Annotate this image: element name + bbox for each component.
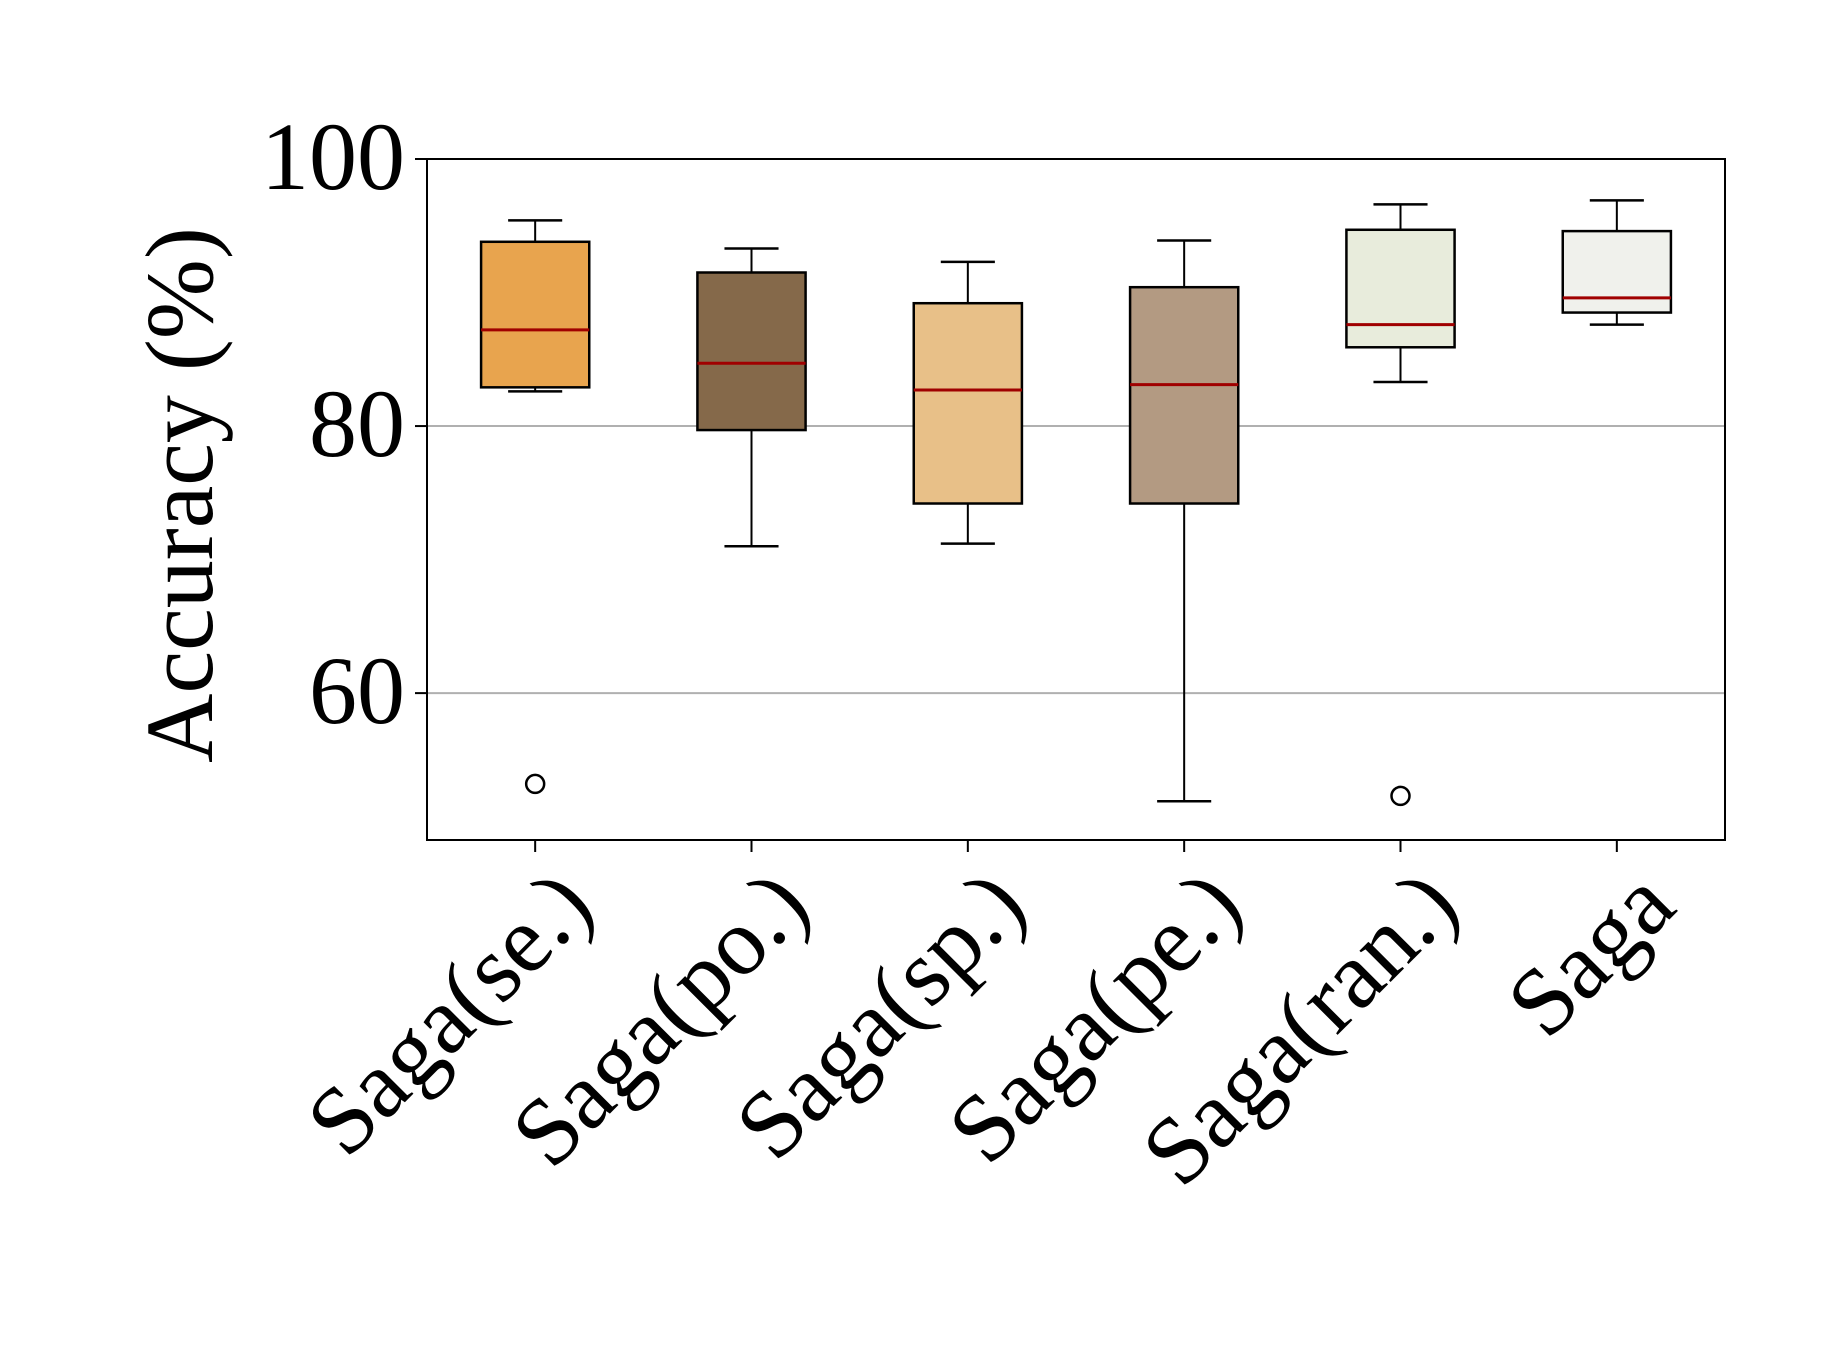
box-6: [1561, 199, 1673, 326]
box-iqr: [1561, 229, 1673, 314]
box-4: [1128, 239, 1240, 803]
box-3: [912, 260, 1024, 545]
plot-frame: [426, 158, 1726, 841]
y-tick-label: 60: [309, 637, 405, 744]
y-tick-label: 100: [261, 103, 405, 210]
outlier-point: [524, 773, 546, 795]
box-iqr: [1345, 228, 1456, 349]
outlier-point: [1390, 785, 1411, 807]
y-axis-title: Accuracy (%): [126, 227, 233, 763]
gridlines: [427, 425, 1725, 695]
box-iqr: [912, 301, 1024, 505]
box-1: [479, 219, 591, 795]
box-iqr: [1128, 285, 1240, 505]
y-tick-label: 80: [309, 370, 405, 477]
boxes: [479, 199, 1673, 807]
box-2: [696, 247, 807, 548]
box-5: [1345, 203, 1456, 807]
box-iqr: [479, 240, 591, 389]
y-axis: 60 80 100: [261, 103, 427, 744]
box-iqr: [696, 271, 807, 432]
